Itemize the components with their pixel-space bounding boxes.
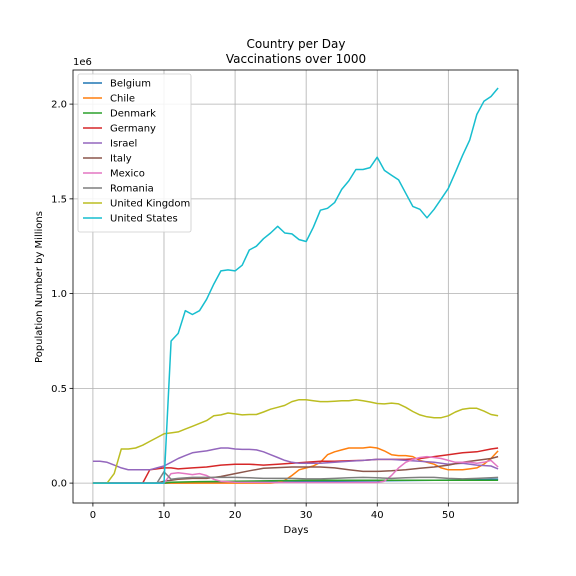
legend: Belgium Chile Denmark Germany Israel Italy Mex…: [77, 73, 192, 233]
x-tick-label: 50: [442, 510, 455, 521]
legend-label-denmark: Denmark: [110, 109, 156, 120]
y-tick-label: 0.0: [51, 479, 67, 490]
legend-label-romania: Romania: [110, 184, 154, 195]
y-tick-label: 0.5: [51, 384, 67, 395]
x-tick-label: 0: [90, 510, 96, 521]
y-axis-label: Population Number by Millions: [34, 211, 45, 363]
chart-title-line1: Country per Day: [247, 37, 346, 51]
y-tick-label: 2.0: [51, 100, 67, 111]
series-line-denmark: [92, 479, 499, 484]
ticks: 0 10 20 30 40 50 0.0 0.5 1.0 1.5 2.0: [51, 100, 455, 521]
series-line-chile: [92, 446, 499, 484]
legend-label-germany: Germany: [110, 124, 156, 135]
legend-label-italy: Italy: [110, 154, 132, 165]
y-offset-text: 1e6: [73, 57, 92, 68]
plot-frame: [72, 69, 519, 504]
x-tick-label: 10: [158, 510, 171, 521]
y-tick-label: 1.5: [51, 194, 67, 205]
legend-label-united-states: United States: [110, 214, 178, 225]
grid: [73, 70, 518, 503]
y-tick-label: 1.0: [51, 289, 67, 300]
series-line-romania: [92, 470, 499, 484]
x-axis-label: Days: [284, 525, 309, 536]
legend-label-chile: Chile: [110, 94, 135, 105]
x-tick-label: 20: [229, 510, 242, 521]
series-line-united-states: [92, 87, 499, 484]
legend-box: [77, 73, 192, 233]
legend-label-belgium: Belgium: [110, 79, 151, 90]
series-line-israel: [92, 447, 499, 471]
series-line-italy: [92, 455, 499, 484]
series-lines: [92, 87, 499, 484]
legend-label-israel: Israel: [110, 139, 137, 150]
x-tick-label: 30: [300, 510, 313, 521]
x-tick-label: 40: [371, 510, 384, 521]
legend-label-united-kingdom: United Kingdom: [110, 199, 190, 210]
chart-title-line2: Vaccinations over 1000: [226, 52, 366, 66]
legend-label-mexico: Mexico: [110, 169, 145, 180]
